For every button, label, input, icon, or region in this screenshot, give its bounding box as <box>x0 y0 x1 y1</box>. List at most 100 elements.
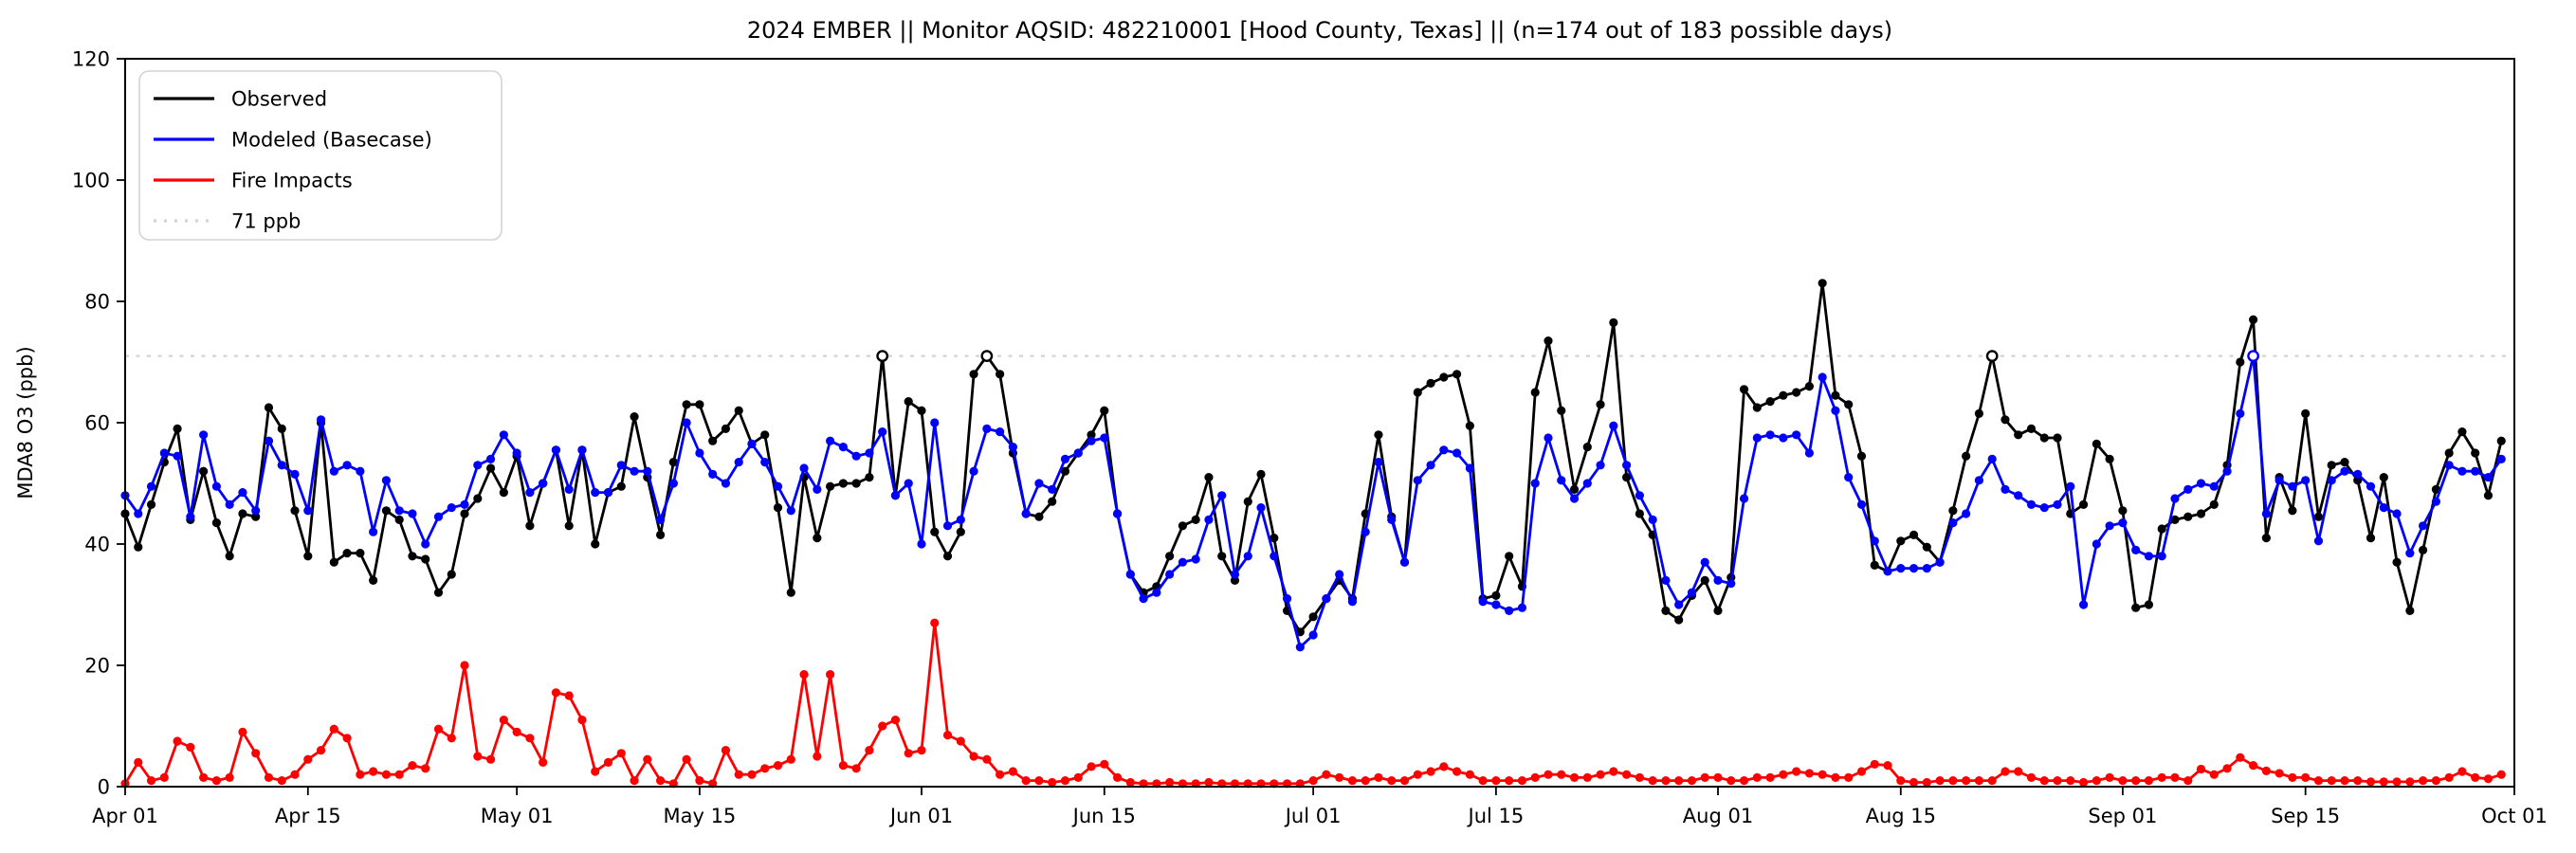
data-point <box>1335 570 1344 579</box>
data-point <box>1896 564 1906 573</box>
data-point <box>2118 506 2128 516</box>
data-point <box>551 445 561 455</box>
data-point <box>682 418 691 427</box>
data-point <box>251 506 261 516</box>
data-point <box>655 515 666 525</box>
data-point <box>2105 454 2114 463</box>
data-point <box>1073 772 1083 783</box>
data-point <box>1687 776 1697 786</box>
data-point <box>1765 397 1775 407</box>
data-point <box>2092 439 2101 448</box>
data-point <box>1152 588 1161 597</box>
data-point <box>1844 772 1854 783</box>
data-point <box>564 484 574 494</box>
data-point <box>2313 536 2324 546</box>
data-point <box>1883 761 1892 771</box>
data-point <box>1582 479 1592 488</box>
data-point <box>2248 315 2258 324</box>
data-point <box>316 415 326 425</box>
data-point <box>1962 451 1971 461</box>
data-point <box>1399 557 1410 567</box>
data-point <box>786 754 795 764</box>
data-point <box>512 727 521 737</box>
data-point <box>1622 461 1632 470</box>
data-point <box>1909 530 1919 540</box>
data-point <box>969 466 978 476</box>
data-point <box>603 757 613 768</box>
data-point <box>525 734 535 743</box>
data-point <box>1804 382 1814 391</box>
data-point <box>982 424 992 433</box>
data-point <box>1308 612 1318 622</box>
data-point <box>2144 600 2154 609</box>
data-point <box>2236 753 2245 762</box>
data-point <box>1361 527 1370 536</box>
data-point <box>760 430 770 440</box>
data-point <box>2209 481 2219 491</box>
data-point <box>1804 448 1814 458</box>
data-point <box>1557 476 1566 485</box>
data-point <box>2131 603 2141 612</box>
data-point <box>904 749 913 758</box>
data-point <box>1087 762 1096 771</box>
data-point <box>1178 521 1188 531</box>
data-point <box>2392 557 2402 567</box>
data-point <box>1347 597 1358 607</box>
data-point <box>878 427 887 437</box>
data-point <box>1491 590 1501 601</box>
data-point <box>1335 772 1344 783</box>
data-point <box>1674 600 1684 609</box>
data-point <box>1491 776 1501 786</box>
data-point <box>851 764 861 773</box>
data-point <box>1596 770 1605 779</box>
data-point <box>1087 436 1096 445</box>
data-point <box>1256 503 1266 513</box>
data-point <box>616 749 626 758</box>
data-point <box>1974 408 1984 418</box>
x-tick-label: Sep 15 <box>2271 805 2340 827</box>
data-point <box>225 552 234 561</box>
data-point <box>251 512 261 521</box>
data-point <box>1060 776 1070 786</box>
data-point <box>773 503 783 513</box>
data-point <box>2053 433 2062 443</box>
data-point <box>1844 473 1854 482</box>
data-point <box>1048 777 1057 788</box>
data-point <box>2092 776 2101 786</box>
data-point <box>747 439 757 448</box>
data-point <box>2405 549 2415 558</box>
data-point <box>1582 772 1592 783</box>
data-point <box>1125 777 1135 788</box>
data-point <box>2118 518 2128 528</box>
data-point <box>2431 776 2440 786</box>
data-point <box>159 448 169 458</box>
data-point <box>1596 400 1605 409</box>
data-point <box>1243 552 1252 561</box>
y-tick-label: 60 <box>84 412 110 435</box>
data-point <box>942 521 953 531</box>
data-point <box>2340 776 2349 786</box>
data-point <box>2313 512 2324 521</box>
data-point <box>329 466 338 476</box>
data-point <box>1100 406 1109 415</box>
data-point <box>1713 606 1723 616</box>
data-point <box>760 764 770 773</box>
data-point <box>1609 767 1618 776</box>
data-point <box>1985 350 1999 362</box>
data-point <box>2183 512 2193 521</box>
data-point <box>1844 400 1854 409</box>
data-point <box>1661 606 1671 616</box>
data-point <box>381 506 392 516</box>
data-point <box>904 479 913 488</box>
data-point <box>2170 772 2180 783</box>
data-point <box>1700 557 1709 567</box>
data-point <box>1687 588 1697 597</box>
data-point <box>369 527 378 536</box>
data-point <box>2247 350 2259 362</box>
data-point <box>1987 776 1997 786</box>
data-point <box>1387 776 1397 786</box>
data-point <box>2170 494 2180 503</box>
data-point <box>1739 494 1749 503</box>
data-point <box>473 494 483 503</box>
data-point <box>1922 564 1931 573</box>
